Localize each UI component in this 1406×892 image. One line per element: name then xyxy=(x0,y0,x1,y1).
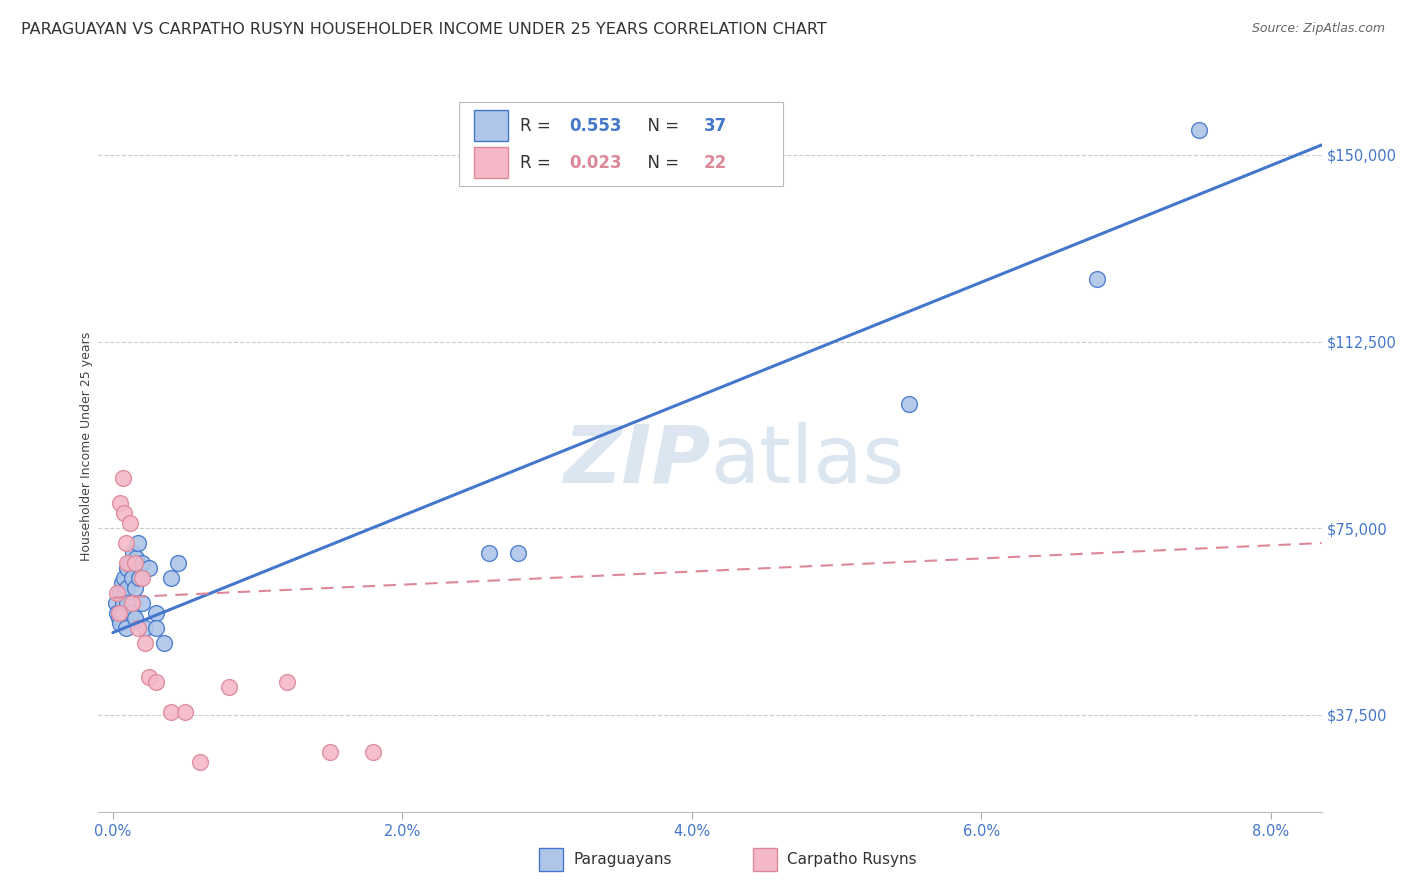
Point xyxy=(152,635,174,649)
Text: 37: 37 xyxy=(704,117,727,135)
Text: 22: 22 xyxy=(704,153,727,172)
Text: Source: ZipAtlas.com: Source: ZipAtlas.com xyxy=(1251,22,1385,36)
Text: ZIP: ZIP xyxy=(562,422,710,500)
FancyBboxPatch shape xyxy=(460,103,783,186)
Point xyxy=(131,596,153,610)
Point xyxy=(145,621,167,635)
Point xyxy=(107,606,129,620)
Point xyxy=(110,575,132,590)
Point xyxy=(115,536,138,550)
Point xyxy=(138,670,160,684)
Point xyxy=(134,621,156,635)
Point xyxy=(121,596,143,610)
Point xyxy=(174,705,197,719)
Point xyxy=(114,506,136,520)
Point xyxy=(105,586,128,600)
Point xyxy=(188,755,211,769)
Text: 0.553: 0.553 xyxy=(569,117,621,135)
Text: Carpatho Rusyns: Carpatho Rusyns xyxy=(787,852,917,867)
Point xyxy=(128,571,150,585)
Point xyxy=(124,581,146,595)
Point xyxy=(120,516,142,530)
Point xyxy=(134,635,156,649)
Point xyxy=(218,681,240,695)
Y-axis label: Householder Income Under 25 years: Householder Income Under 25 years xyxy=(80,331,93,561)
Point xyxy=(115,621,138,635)
Point xyxy=(1187,123,1209,137)
Point xyxy=(124,556,146,570)
Point xyxy=(104,596,127,610)
Point xyxy=(121,606,143,620)
Point xyxy=(117,581,139,595)
Point xyxy=(319,745,342,759)
Text: R =: R = xyxy=(520,153,557,172)
Point xyxy=(125,551,148,566)
Text: R =: R = xyxy=(520,117,557,135)
Point xyxy=(108,496,131,510)
FancyBboxPatch shape xyxy=(752,847,778,871)
Point xyxy=(145,606,167,620)
FancyBboxPatch shape xyxy=(474,111,508,141)
Point xyxy=(117,556,139,570)
Text: N =: N = xyxy=(637,153,683,172)
Point xyxy=(124,610,146,624)
Point xyxy=(127,536,149,550)
FancyBboxPatch shape xyxy=(474,147,508,178)
Text: Paraguayans: Paraguayans xyxy=(574,852,672,867)
Point xyxy=(112,596,135,610)
Point xyxy=(107,610,129,624)
Point xyxy=(145,675,167,690)
Point xyxy=(112,471,135,485)
Point xyxy=(167,556,190,570)
Point xyxy=(1085,272,1108,286)
Point xyxy=(114,586,136,600)
Point xyxy=(121,571,143,585)
Point xyxy=(131,556,153,570)
Point xyxy=(127,621,149,635)
Point xyxy=(112,606,135,620)
Point xyxy=(117,596,139,610)
Point xyxy=(363,745,385,759)
Text: atlas: atlas xyxy=(710,422,904,500)
Point xyxy=(108,586,131,600)
Point xyxy=(898,397,921,411)
Text: 0.023: 0.023 xyxy=(569,153,621,172)
Point xyxy=(120,556,142,570)
Point xyxy=(108,615,131,630)
Text: N =: N = xyxy=(637,117,683,135)
Point xyxy=(276,675,298,690)
Point xyxy=(122,546,145,560)
Point xyxy=(478,546,501,560)
Point xyxy=(105,606,128,620)
Point xyxy=(131,571,153,585)
Point xyxy=(159,571,181,585)
Text: PARAGUAYAN VS CARPATHO RUSYN HOUSEHOLDER INCOME UNDER 25 YEARS CORRELATION CHART: PARAGUAYAN VS CARPATHO RUSYN HOUSEHOLDER… xyxy=(21,22,827,37)
FancyBboxPatch shape xyxy=(538,847,564,871)
Point xyxy=(117,561,139,575)
Point xyxy=(114,571,136,585)
Point xyxy=(159,705,181,719)
Point xyxy=(138,561,160,575)
Point xyxy=(508,546,530,560)
